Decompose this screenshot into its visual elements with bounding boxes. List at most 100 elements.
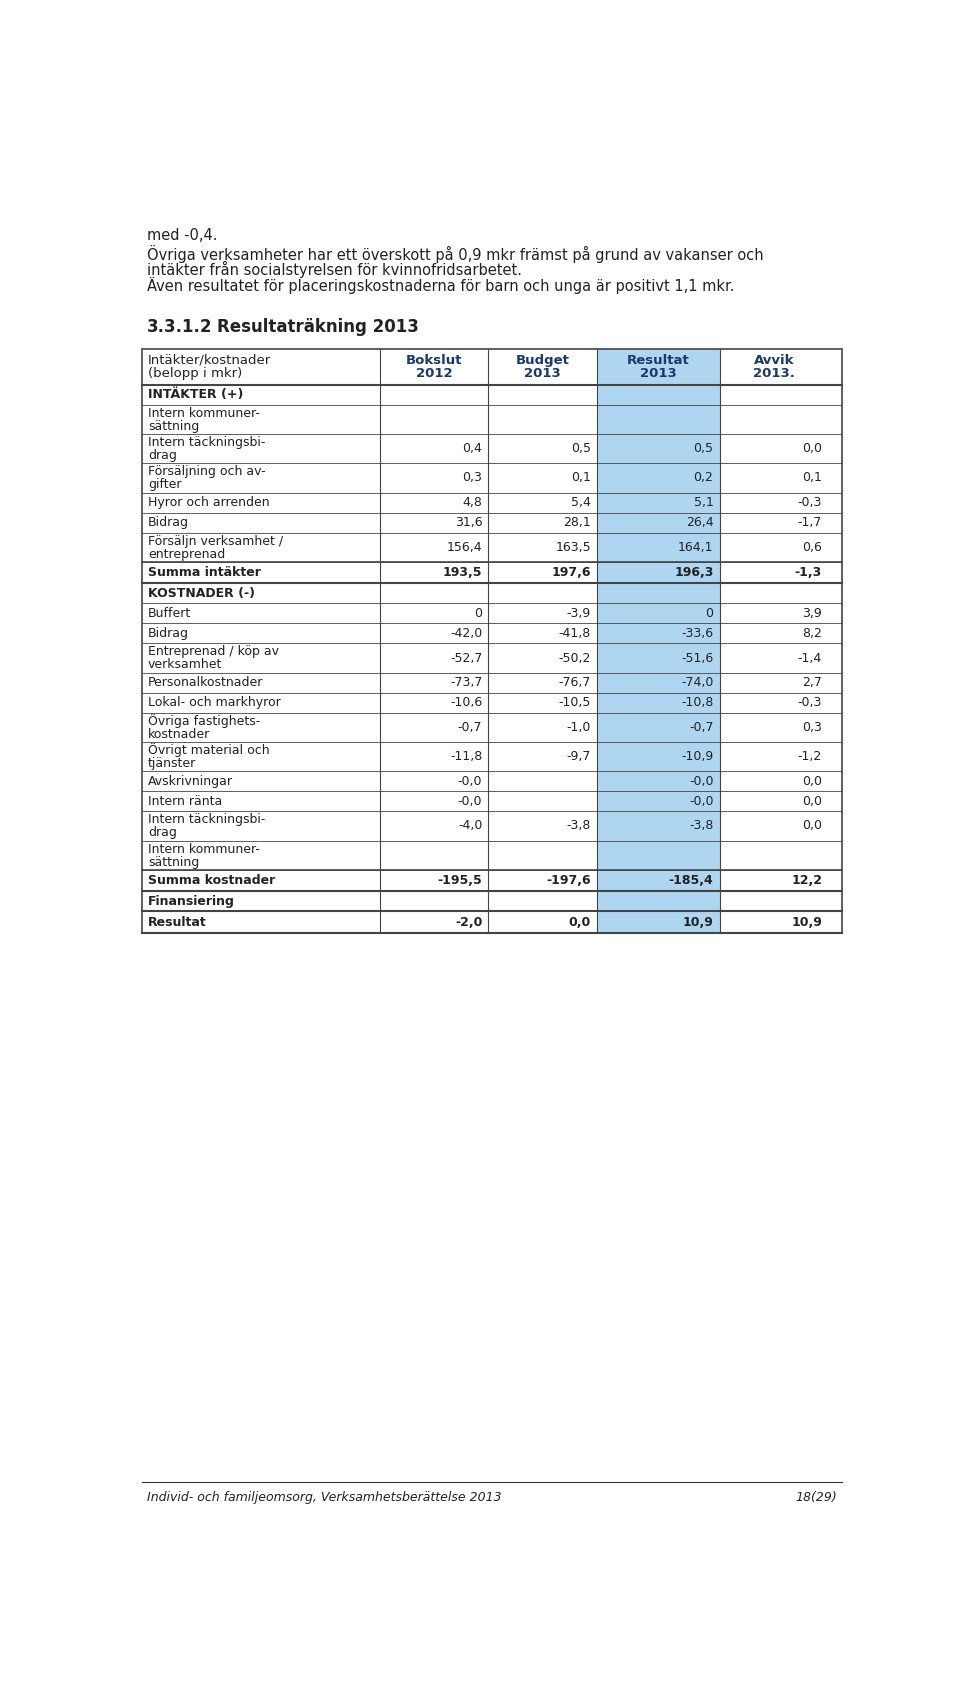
Text: -185,4: -185,4 [669,874,713,886]
Text: 197,6: 197,6 [551,565,591,579]
Text: Summa kostnader: Summa kostnader [148,874,276,886]
Text: 0,4: 0,4 [463,441,482,455]
Text: kostnader: kostnader [148,728,210,740]
Text: 0,0: 0,0 [803,441,822,455]
Text: Entreprenad / köp av: Entreprenad / köp av [148,645,279,659]
Text: -197,6: -197,6 [546,874,591,886]
Text: 2012: 2012 [416,367,452,380]
Text: -33,6: -33,6 [682,627,713,640]
Text: Personalkostnader: Personalkostnader [148,676,263,689]
Text: -3,8: -3,8 [566,820,591,832]
Text: Bokslut: Bokslut [406,353,463,367]
Text: 3.3.1.2: 3.3.1.2 [147,318,212,336]
Text: -52,7: -52,7 [450,652,482,664]
Text: Resultat: Resultat [148,915,206,929]
Text: 163,5: 163,5 [555,540,591,554]
Text: -41,8: -41,8 [559,627,591,640]
Text: 3,9: 3,9 [803,606,822,620]
Text: intäkter från socialstyrelsen för kvinnofridsarbetet.: intäkter från socialstyrelsen för kvinno… [147,261,522,278]
Text: 193,5: 193,5 [443,565,482,579]
Text: Försäljning och av-: Försäljning och av- [148,465,266,479]
Text: -0,0: -0,0 [458,774,482,788]
Text: -3,9: -3,9 [566,606,591,620]
Text: INTÄKTER (+): INTÄKTER (+) [148,389,243,401]
Text: Resultaträkning 2013: Resultaträkning 2013 [217,318,419,336]
Text: -1,4: -1,4 [798,652,822,664]
Text: 0,3: 0,3 [803,722,822,734]
Text: -11,8: -11,8 [450,751,482,762]
Text: -0,7: -0,7 [458,722,482,734]
Text: Även resultatet för placeringskostnaderna för barn och unga är positivt 1,1 mkr.: Även resultatet för placeringskostnadern… [147,277,734,294]
Text: Intern ränta: Intern ränta [148,795,222,808]
Text: -1,0: -1,0 [566,722,591,734]
Text: -2,0: -2,0 [455,915,482,929]
Text: 5,1: 5,1 [694,496,713,509]
Text: 156,4: 156,4 [446,540,482,554]
Text: 12,2: 12,2 [791,874,822,886]
Text: -0,0: -0,0 [689,774,713,788]
Text: -0,3: -0,3 [798,496,822,509]
Text: Lokal- och markhyror: Lokal- och markhyror [148,696,280,710]
Text: -74,0: -74,0 [682,676,713,689]
Text: 196,3: 196,3 [674,565,713,579]
Text: -3,8: -3,8 [689,820,713,832]
Text: 0,2: 0,2 [694,472,713,484]
Text: Finansiering: Finansiering [148,895,235,908]
Text: (belopp i mkr): (belopp i mkr) [148,367,242,380]
Bar [597,350,720,932]
Text: -4,0: -4,0 [458,820,482,832]
Text: drag: drag [148,448,177,462]
Text: tjänster: tjänster [148,757,196,771]
Text: -51,6: -51,6 [682,652,713,664]
Text: Bidrag: Bidrag [148,627,189,640]
Text: -0,0: -0,0 [689,795,713,808]
Text: -9,7: -9,7 [566,751,591,762]
Text: 2,7: 2,7 [803,676,822,689]
Text: 10,9: 10,9 [683,915,713,929]
Text: -1,2: -1,2 [798,751,822,762]
Text: Försäljn verksamhet /: Försäljn verksamhet / [148,535,283,547]
Text: entreprenad: entreprenad [148,548,226,560]
Text: sättning: sättning [148,856,199,869]
Text: Bidrag: Bidrag [148,516,189,530]
Text: gifter: gifter [148,479,181,491]
Text: -73,7: -73,7 [450,676,482,689]
Text: Intern täckningsbi-: Intern täckningsbi- [148,436,265,448]
Text: -76,7: -76,7 [559,676,591,689]
Text: sättning: sättning [148,419,199,433]
Text: Intern täckningsbi-: Intern täckningsbi- [148,813,265,827]
Text: Buffert: Buffert [148,606,191,620]
Text: Budget: Budget [516,353,569,367]
Text: 18(29): 18(29) [795,1491,837,1504]
Text: 2013: 2013 [524,367,562,380]
Bar [142,350,842,932]
Text: 0,0: 0,0 [803,774,822,788]
Text: 0: 0 [706,606,713,620]
Text: 8,2: 8,2 [803,627,822,640]
Text: 0,3: 0,3 [463,472,482,484]
Text: 28,1: 28,1 [564,516,591,530]
Text: Intern kommuner-: Intern kommuner- [148,842,260,856]
Text: Resultat: Resultat [627,353,690,367]
Text: drag: drag [148,827,177,839]
Text: med -0,4.: med -0,4. [147,229,218,243]
Text: Hyror och arrenden: Hyror och arrenden [148,496,270,509]
Text: 0,0: 0,0 [803,795,822,808]
Text: 2013.: 2013. [753,367,795,380]
Text: Övriga verksamheter har ett överskott på 0,9 mkr främst på grund av vakanser och: Övriga verksamheter har ett överskott på… [147,245,764,263]
Text: KOSTNADER (-): KOSTNADER (-) [148,588,255,599]
Text: 10,9: 10,9 [791,915,822,929]
Text: verksamhet: verksamhet [148,659,223,671]
Text: 0,1: 0,1 [803,472,822,484]
Text: 0,5: 0,5 [571,441,591,455]
Text: Övrigt material och: Övrigt material och [148,744,270,757]
Text: -10,6: -10,6 [450,696,482,710]
Text: 5,4: 5,4 [571,496,591,509]
Text: Individ- och familjeomsorg, Verksamhetsberättelse 2013: Individ- och familjeomsorg, Verksamhetsb… [147,1491,502,1504]
Text: Övriga fastighets-: Övriga fastighets- [148,715,260,728]
Text: 0,0: 0,0 [568,915,591,929]
Text: -0,3: -0,3 [798,696,822,710]
Text: 31,6: 31,6 [455,516,482,530]
Text: 0: 0 [474,606,482,620]
Text: 164,1: 164,1 [678,540,713,554]
